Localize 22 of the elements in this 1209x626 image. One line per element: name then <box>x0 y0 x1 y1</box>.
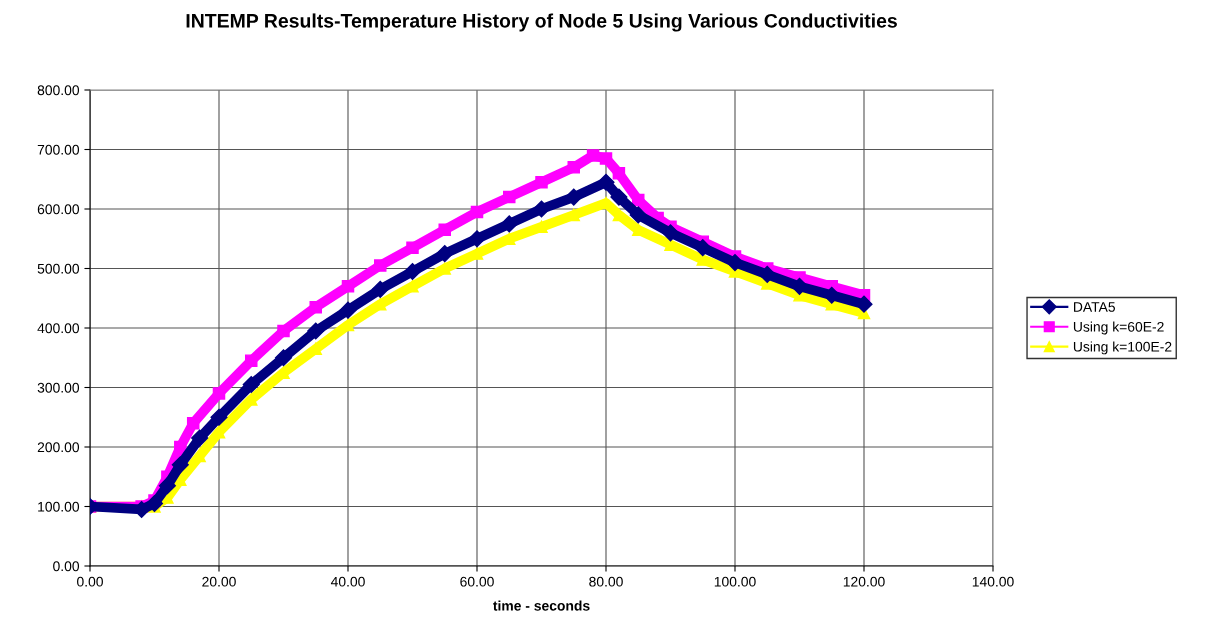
x-axis-title: time - seconds <box>493 600 590 611</box>
x-tick-label: 20.00 <box>202 576 236 587</box>
x-tick-label: 100.00 <box>714 576 756 587</box>
y-tick-label: 500.00 <box>37 263 80 274</box>
y-tick-label: 0.00 <box>53 561 80 572</box>
y-tick-label: 800.00 <box>37 85 80 96</box>
x-tick-label: 120.00 <box>843 576 885 587</box>
legend-label: DATA5 <box>1074 302 1115 312</box>
y-tick-label: 200.00 <box>37 442 80 453</box>
y-tick-label: 100.00 <box>38 501 80 512</box>
chart-title: INTEMP Results-Temperature History of Node 5 Using Various Conductivities <box>186 13 897 32</box>
legend-label: Using k=100E-2 <box>1073 341 1172 355</box>
y-tick-label: 600.00 <box>37 204 80 215</box>
y-tick-label: 300.00 <box>37 382 80 393</box>
y-tick-label: 400.00 <box>37 323 80 334</box>
legend-label: Using k=60E-2 <box>1073 321 1164 335</box>
x-tick-label: 0.00 <box>77 576 103 587</box>
x-tick-label: 80.00 <box>589 576 623 587</box>
x-tick-label: 60.00 <box>460 576 494 587</box>
x-tick-label: 140.00 <box>972 576 1014 587</box>
y-tick-label: 700.00 <box>37 144 80 155</box>
x-tick-label: 40.00 <box>330 576 365 587</box>
